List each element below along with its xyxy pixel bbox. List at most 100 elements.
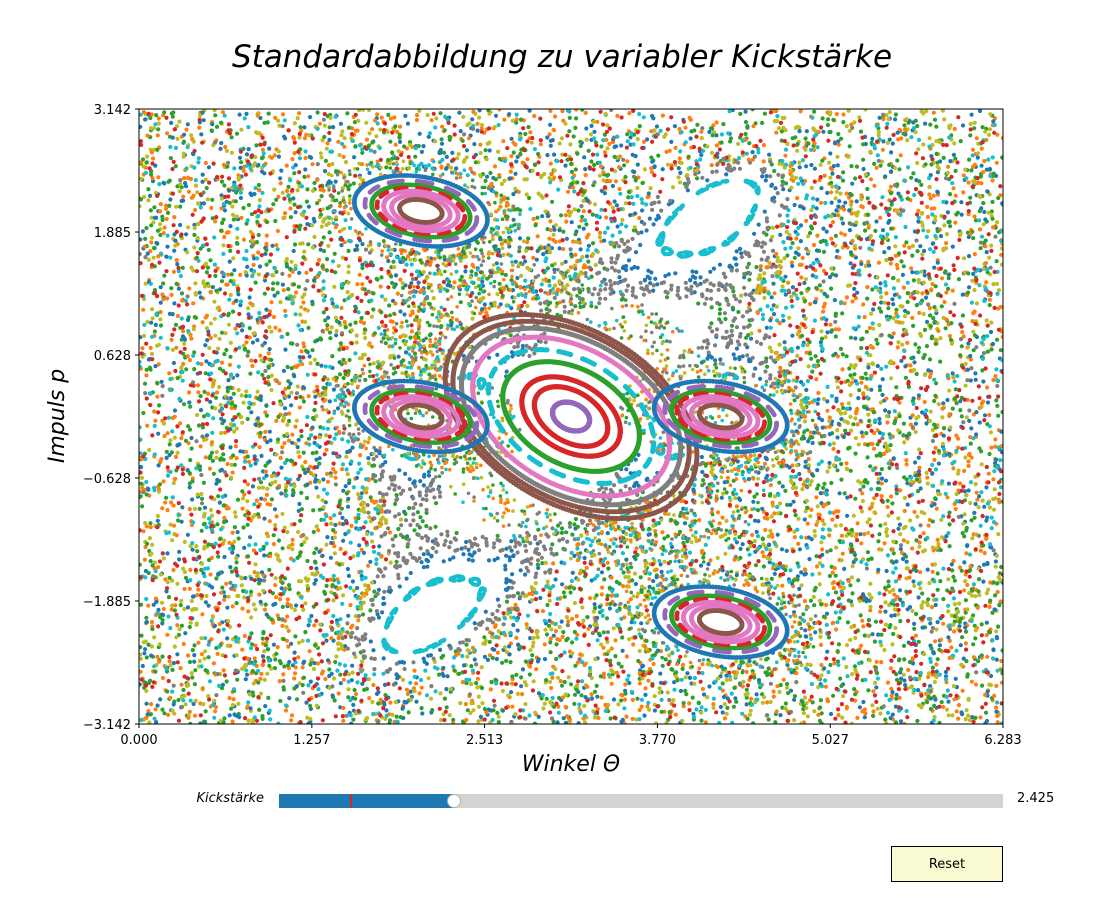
sea-point (811, 126, 816, 131)
sea-point (272, 666, 278, 671)
sea-point (316, 528, 321, 533)
sea-point (774, 251, 779, 257)
sea-point (437, 672, 442, 677)
sea-point (304, 495, 310, 501)
sea-point (970, 536, 975, 541)
sea-point (681, 704, 686, 709)
sea-point (422, 472, 427, 477)
sea-point (246, 306, 251, 311)
sea-point (853, 436, 859, 441)
sea-point (815, 233, 820, 238)
sea-point (144, 373, 149, 378)
sea-point (210, 458, 215, 463)
sea-point (331, 528, 336, 533)
sea-point (649, 166, 654, 171)
sea-point (833, 573, 838, 578)
sea-point (799, 583, 804, 588)
sea-point (754, 265, 759, 270)
sea-point (219, 430, 224, 436)
sea-point (738, 246, 743, 251)
sea-point (564, 236, 570, 241)
sea-point (162, 110, 167, 115)
sea-point (870, 441, 875, 447)
sea-point (181, 687, 186, 693)
sea-point (922, 327, 928, 332)
sea-point (464, 539, 469, 545)
sea-point (551, 232, 556, 237)
sea-point (584, 222, 589, 227)
sea-point (338, 672, 343, 677)
sea-point (721, 122, 726, 127)
sea-point (162, 273, 167, 278)
sea-point (150, 156, 156, 161)
sea-point (170, 708, 175, 713)
sea-point (860, 434, 865, 439)
sea-point (734, 346, 740, 351)
sea-point (918, 570, 923, 575)
sea-point (328, 336, 333, 341)
sea-point (812, 166, 818, 171)
sea-point (786, 280, 791, 285)
sea-point (572, 629, 577, 635)
sea-point (771, 689, 776, 694)
sea-point (898, 670, 903, 675)
sea-point (354, 692, 359, 697)
sea-point (744, 335, 749, 340)
sea-point (305, 583, 310, 589)
sea-point (982, 413, 988, 418)
sea-point (381, 656, 386, 661)
sea-point (233, 444, 238, 449)
sea-point (559, 530, 565, 536)
sea-point (287, 587, 292, 592)
sea-point (476, 593, 481, 598)
sea-point (289, 713, 295, 718)
sea-point (877, 416, 882, 422)
sea-point (926, 229, 931, 234)
sea-point (792, 398, 797, 403)
sea-point (425, 564, 430, 569)
sea-point (239, 575, 244, 580)
sea-point (349, 625, 354, 630)
sea-point (144, 492, 149, 497)
sea-point (993, 559, 999, 564)
sea-point (187, 659, 193, 665)
sea-point (260, 147, 265, 152)
sea-point (986, 210, 991, 215)
sea-point (910, 413, 915, 418)
sea-point (727, 263, 733, 268)
sea-point (882, 250, 887, 255)
sea-point (503, 567, 508, 572)
sea-point (518, 568, 523, 573)
sea-point (388, 589, 393, 595)
sea-point (932, 714, 937, 720)
sea-point (262, 120, 267, 125)
sea-point (310, 571, 315, 577)
sea-point (928, 196, 933, 201)
sea-point (312, 623, 317, 628)
sea-point (744, 578, 749, 583)
sea-point (802, 280, 807, 286)
sea-point (421, 483, 426, 488)
sea-point (262, 171, 267, 176)
sea-point (301, 213, 306, 218)
sea-point (570, 616, 575, 622)
sea-point (307, 354, 312, 359)
sea-point (236, 292, 241, 297)
sea-point (1000, 155, 1003, 160)
sea-point (192, 713, 198, 718)
sea-point (972, 252, 978, 257)
sea-point (203, 709, 208, 714)
sea-point (768, 492, 773, 497)
sea-point (913, 460, 918, 465)
sea-point (916, 703, 922, 708)
sea-point (276, 194, 281, 199)
sea-point (146, 187, 151, 192)
sea-point (758, 376, 763, 381)
sea-point (651, 578, 656, 584)
sea-point (362, 331, 367, 336)
sea-point (948, 224, 953, 229)
sea-point (406, 254, 411, 259)
sea-point (583, 265, 589, 270)
sea-point (977, 227, 983, 232)
sea-point (973, 501, 978, 507)
